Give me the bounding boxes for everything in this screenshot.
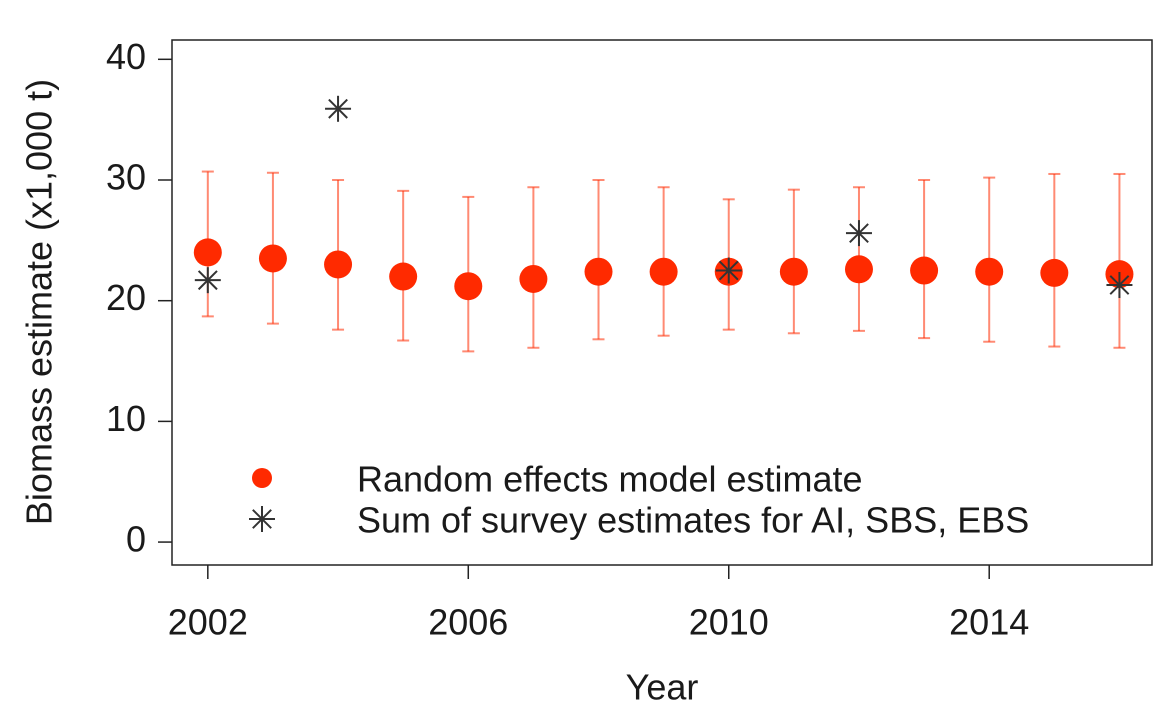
star-stroke: [252, 509, 272, 529]
model-point: [910, 256, 939, 285]
model-point: [1040, 258, 1069, 287]
star-stroke: [1109, 275, 1130, 295]
model-point: [258, 244, 287, 273]
model-point: [389, 262, 418, 291]
y-tick-label: 40: [106, 36, 146, 77]
y-tick-label: 0: [126, 519, 146, 560]
legend-label: Sum of survey estimates for AI, SBS, EBS: [357, 500, 1029, 541]
legend-symbol: [252, 468, 272, 488]
survey-point: [845, 220, 872, 247]
model-point: [519, 264, 548, 293]
model-point: [584, 257, 613, 286]
y-axis-label: Biomass estimate (x1,000 t): [19, 79, 60, 525]
star-stroke: [718, 260, 739, 281]
survey-point: [715, 257, 742, 284]
survey-point: [194, 267, 221, 294]
model-point: [324, 250, 353, 279]
y-tick-label: 30: [106, 157, 146, 198]
survey-point: [325, 95, 352, 122]
x-tick-label: 2014: [949, 602, 1029, 643]
model-point: [454, 272, 483, 301]
model-point: [975, 257, 1004, 286]
y-tick-label: 20: [106, 277, 146, 318]
x-axis-label: Year: [626, 667, 699, 708]
model-point: [649, 257, 678, 286]
legend-symbol: [249, 506, 275, 532]
legend-label: Random effects model estimate: [357, 459, 863, 500]
model-point: [779, 257, 808, 286]
star-stroke: [197, 270, 218, 291]
x-tick-label: 2010: [689, 602, 769, 643]
y-tick-label: 10: [106, 398, 146, 439]
model-point: [193, 238, 222, 267]
plot-box: [171, 39, 1153, 566]
model-point: [844, 255, 873, 284]
star-stroke: [328, 98, 348, 119]
x-tick-label: 2006: [428, 602, 508, 643]
survey-point: [1106, 272, 1133, 298]
x-tick-label: 2002: [168, 602, 248, 643]
star-stroke: [849, 223, 869, 244]
